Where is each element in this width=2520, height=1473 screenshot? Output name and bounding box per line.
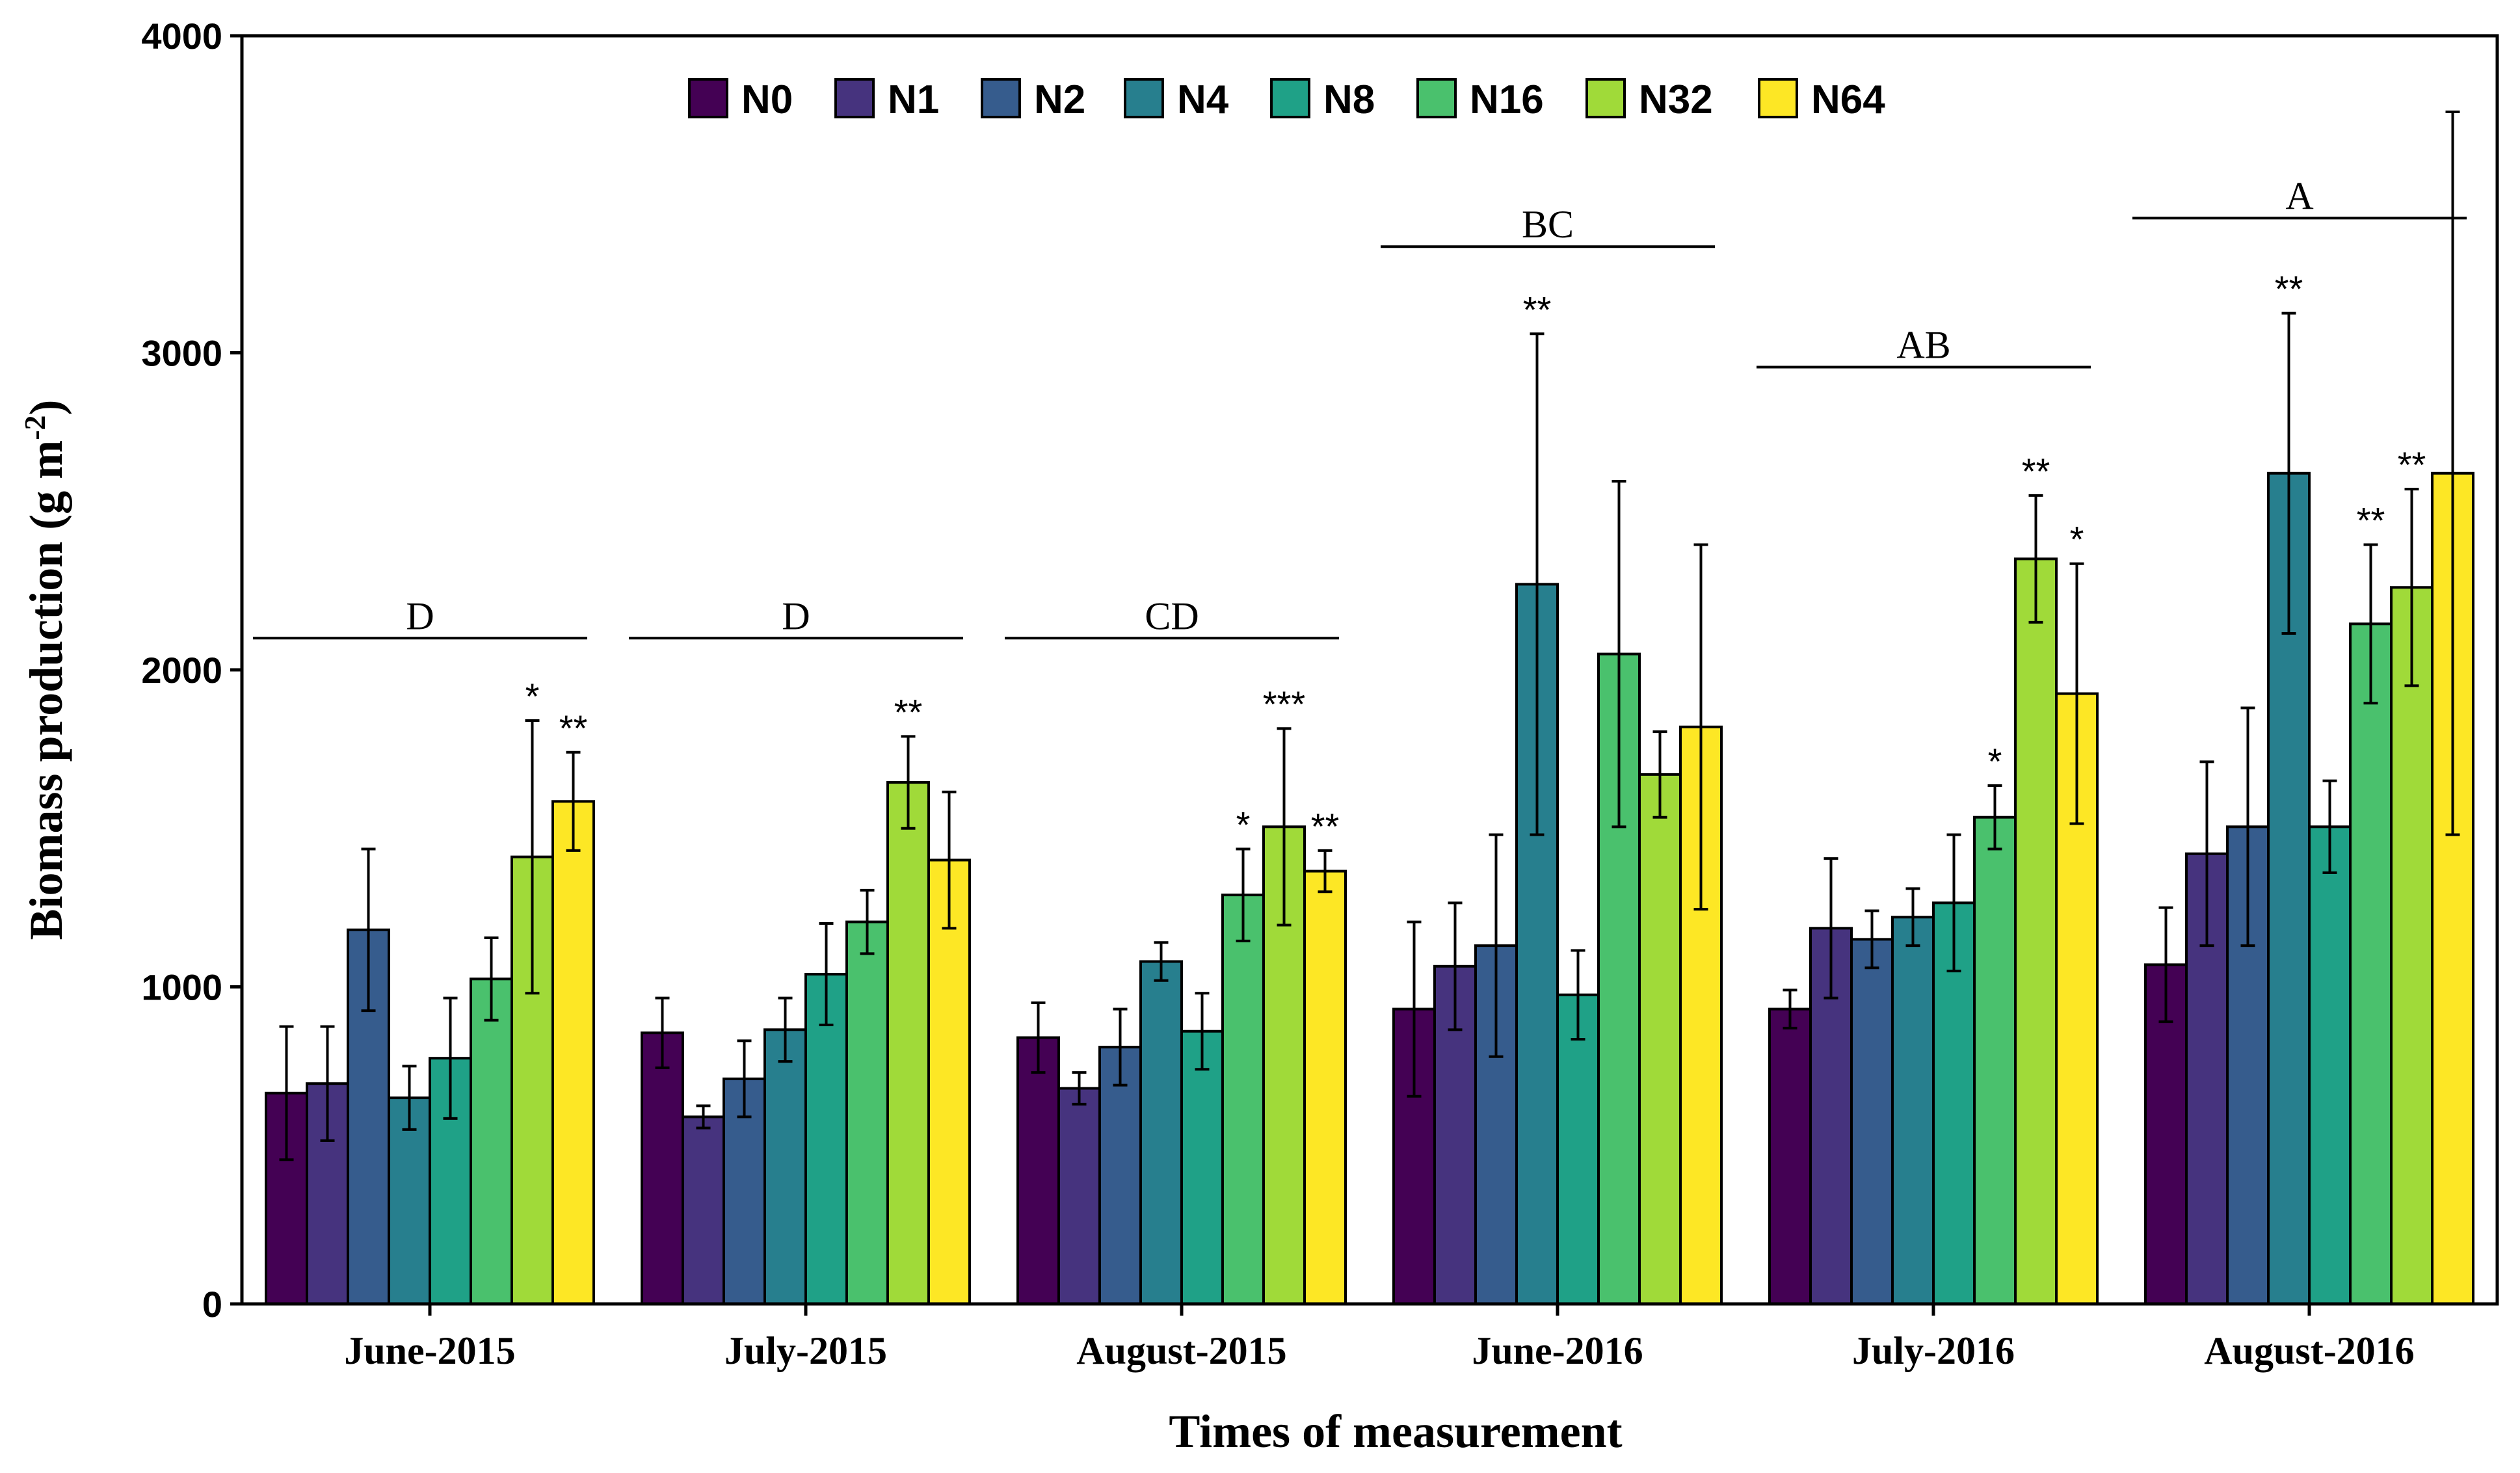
legend-swatch-N32 bbox=[1585, 78, 1626, 118]
bar-N0-August-2015 bbox=[1016, 1036, 1060, 1305]
bar-N0-July-2015 bbox=[641, 1031, 684, 1305]
bar-N32-August-2016 bbox=[2390, 586, 2434, 1305]
legend-swatch-N1 bbox=[834, 78, 875, 118]
bar-N1-August-2015 bbox=[1057, 1087, 1101, 1305]
bar-N8-July-2015 bbox=[804, 973, 848, 1305]
y-axis-title-main: Biomass production (g m bbox=[20, 440, 72, 940]
legend-label-N2: N2 bbox=[1034, 77, 1085, 122]
bar-N0-July-2016 bbox=[1768, 1007, 1812, 1305]
bar-N4-July-2015 bbox=[763, 1028, 807, 1305]
group-letter-D: D bbox=[782, 594, 810, 637]
legend-label-N32: N32 bbox=[1639, 77, 1713, 122]
bar-N32-June-2016 bbox=[1638, 773, 1682, 1305]
x-tick-label-August-2015: August-2015 bbox=[1076, 1329, 1286, 1372]
significance-marker: ** bbox=[1311, 806, 1340, 847]
bar-N16-July-2015 bbox=[845, 920, 889, 1305]
legend-swatch-N8 bbox=[1270, 78, 1310, 118]
legend-label-N4: N4 bbox=[1177, 77, 1229, 122]
y-tick-label-2000: 2000 bbox=[141, 650, 222, 691]
y-tick-label-0: 0 bbox=[202, 1284, 222, 1325]
legend-swatch-N0 bbox=[688, 78, 728, 118]
group-letter-AB: AB bbox=[1896, 323, 1950, 366]
bar-N4-August-2015 bbox=[1139, 960, 1183, 1305]
y-tick-label-1000: 1000 bbox=[141, 967, 222, 1008]
bar-N8-June-2016 bbox=[1556, 993, 1600, 1305]
y-axis-title-superscript: -2 bbox=[18, 415, 51, 440]
significance-marker: * bbox=[2070, 519, 2084, 560]
legend-label-N64: N64 bbox=[1811, 77, 1885, 122]
legend-swatch-N2 bbox=[981, 78, 1021, 118]
bar-N16-July-2016 bbox=[1973, 816, 2017, 1305]
legend-label-N1: N1 bbox=[888, 77, 939, 122]
significance-marker: ** bbox=[2022, 451, 2050, 492]
bars-layer bbox=[265, 471, 2474, 1305]
legend-swatch-N4 bbox=[1124, 78, 1164, 118]
bar-N8-August-2016 bbox=[2308, 825, 2352, 1305]
bar-N32-July-2015 bbox=[886, 781, 930, 1305]
x-tick-label-June-2016: June-2016 bbox=[1472, 1329, 1643, 1372]
y-tick-label-3000: 3000 bbox=[141, 333, 222, 374]
significance-marker: *** bbox=[1263, 683, 1305, 724]
axes-layer: 0 1000 2000 3000 4000 June-2015 July-2015 Augus… bbox=[141, 16, 2414, 1372]
significance-marker: ** bbox=[2357, 499, 2385, 540]
bar-N64-June-2015 bbox=[551, 800, 595, 1305]
x-tick-label-June-2015: June-2015 bbox=[344, 1329, 515, 1372]
group-letter-D: D bbox=[406, 594, 434, 637]
legend-label-N0: N0 bbox=[741, 77, 793, 122]
x-tick-label-July-2016: July-2016 bbox=[1852, 1329, 2015, 1372]
error-bars-layer bbox=[279, 111, 2460, 1161]
significance-marker: ** bbox=[2275, 269, 2303, 310]
legend: N0 N1 N2 N4 N8 N16 N32 N64 bbox=[688, 77, 1885, 122]
significance-marker: ** bbox=[894, 691, 923, 732]
group-letter-BC: BC bbox=[1522, 203, 1574, 246]
bar-N2-August-2015 bbox=[1098, 1046, 1142, 1305]
group-letter-CD: CD bbox=[1145, 594, 1199, 637]
significance-marker: ** bbox=[2398, 444, 2426, 485]
bar-N32-July-2016 bbox=[2014, 557, 2058, 1305]
x-axis-title: Times of measurement bbox=[1169, 1405, 1622, 1457]
bar-N16-August-2016 bbox=[2349, 622, 2393, 1305]
legend-swatch-N64 bbox=[1758, 78, 1798, 118]
bar-N16-June-2015 bbox=[470, 977, 513, 1305]
significance-marker: ** bbox=[1523, 289, 1552, 330]
x-tick-label-August-2016: August-2016 bbox=[2204, 1329, 2414, 1372]
bar-N1-July-2015 bbox=[682, 1115, 725, 1305]
bar-N4-July-2016 bbox=[1891, 916, 1935, 1305]
legend-swatch-N16 bbox=[1416, 78, 1457, 118]
bar-N8-August-2015 bbox=[1180, 1029, 1224, 1305]
legend-label-N8: N8 bbox=[1323, 77, 1375, 122]
y-tick-label-4000: 4000 bbox=[141, 16, 222, 57]
y-axis-title: Biomass production (g m-2) bbox=[18, 399, 72, 940]
group-letter-A: A bbox=[2285, 174, 2313, 217]
legend-label-N16: N16 bbox=[1470, 77, 1544, 122]
significance-marker: ** bbox=[559, 708, 588, 749]
significance-marker: * bbox=[1988, 741, 2002, 782]
bar-N16-August-2015 bbox=[1221, 894, 1265, 1305]
bar-N2-July-2016 bbox=[1850, 938, 1894, 1305]
x-tick-label-July-2015: July-2015 bbox=[724, 1329, 887, 1372]
bar-N64-August-2015 bbox=[1303, 869, 1347, 1305]
significance-marker: * bbox=[525, 676, 540, 717]
y-axis-title-close: ) bbox=[20, 399, 72, 415]
significance-marker: * bbox=[1236, 804, 1251, 845]
